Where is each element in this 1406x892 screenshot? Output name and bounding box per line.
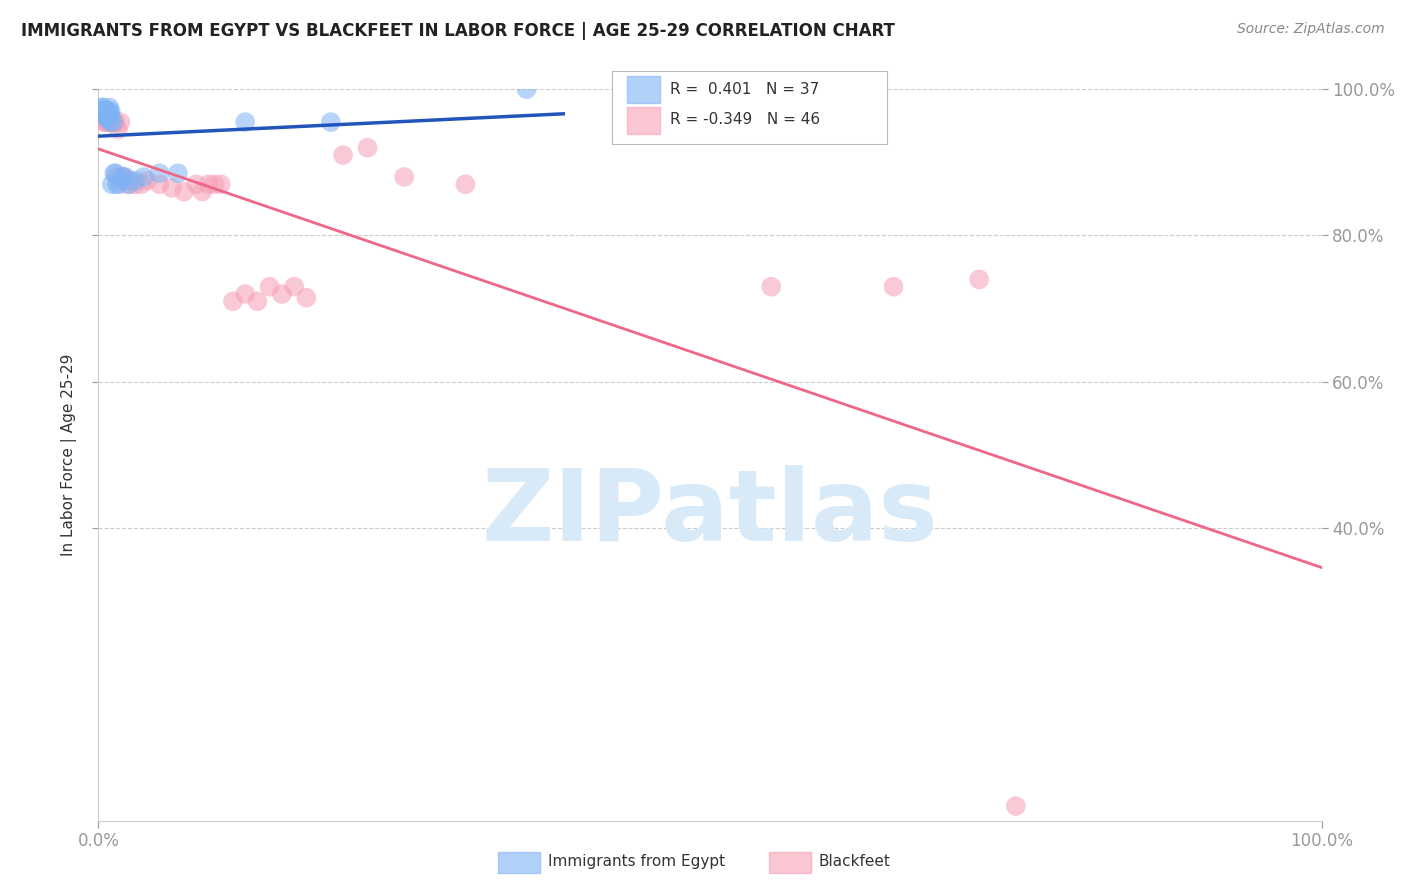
Point bbox=[136, 173, 159, 188]
Point bbox=[114, 169, 136, 184]
Text: R = -0.349   N = 46: R = -0.349 N = 46 bbox=[669, 112, 820, 128]
Text: IMMIGRANTS FROM EGYPT VS BLACKFEET IN LABOR FORCE | AGE 25-29 CORRELATION CHART: IMMIGRANTS FROM EGYPT VS BLACKFEET IN LA… bbox=[21, 22, 896, 40]
Point bbox=[132, 169, 155, 184]
Point bbox=[105, 169, 128, 184]
Point bbox=[124, 178, 146, 192]
Point bbox=[91, 101, 114, 115]
Point bbox=[91, 112, 114, 126]
Point bbox=[117, 178, 139, 192]
Text: R =  0.401   N = 37: R = 0.401 N = 37 bbox=[669, 82, 818, 96]
Point bbox=[97, 108, 120, 122]
Point bbox=[319, 115, 342, 129]
Point bbox=[392, 169, 416, 184]
Point bbox=[356, 141, 378, 155]
Point bbox=[761, 279, 783, 293]
Point bbox=[259, 279, 281, 293]
Point bbox=[94, 115, 117, 129]
Point bbox=[96, 108, 118, 122]
Point bbox=[103, 115, 125, 129]
Point bbox=[110, 115, 132, 129]
Point bbox=[209, 178, 232, 192]
Point bbox=[103, 166, 125, 180]
Point bbox=[96, 112, 118, 126]
Point bbox=[97, 115, 120, 129]
Point bbox=[167, 166, 190, 180]
Point bbox=[100, 115, 122, 129]
Text: Blackfeet: Blackfeet bbox=[818, 855, 890, 869]
Point bbox=[97, 112, 120, 126]
Point bbox=[93, 104, 115, 119]
Text: ZIPatlas: ZIPatlas bbox=[482, 465, 938, 562]
Point bbox=[124, 173, 146, 188]
FancyBboxPatch shape bbox=[612, 71, 887, 144]
Point bbox=[96, 104, 118, 119]
Point bbox=[129, 178, 152, 192]
Point bbox=[108, 178, 131, 192]
Point bbox=[90, 104, 112, 119]
Point bbox=[883, 279, 905, 293]
Point bbox=[93, 104, 115, 119]
Text: Source: ZipAtlas.com: Source: ZipAtlas.com bbox=[1237, 22, 1385, 37]
Point bbox=[233, 287, 256, 301]
Point bbox=[173, 185, 195, 199]
Point bbox=[97, 104, 120, 119]
Point bbox=[98, 101, 121, 115]
Point bbox=[100, 112, 122, 126]
Point bbox=[93, 115, 115, 129]
Point bbox=[101, 115, 124, 129]
Point bbox=[105, 178, 128, 192]
Point bbox=[118, 178, 141, 192]
Point bbox=[98, 108, 121, 122]
Point bbox=[93, 108, 115, 122]
Y-axis label: In Labor Force | Age 25-29: In Labor Force | Age 25-29 bbox=[60, 354, 77, 556]
Point bbox=[100, 108, 122, 122]
Point bbox=[283, 279, 305, 293]
Point bbox=[967, 272, 990, 286]
Point bbox=[111, 169, 134, 184]
Point bbox=[332, 148, 354, 162]
Point bbox=[107, 122, 129, 136]
Point bbox=[149, 178, 172, 192]
Point bbox=[111, 169, 134, 184]
Point bbox=[91, 108, 114, 122]
Point bbox=[104, 166, 127, 180]
Point bbox=[98, 112, 121, 126]
Point bbox=[96, 115, 118, 129]
Point bbox=[246, 294, 269, 309]
Point bbox=[295, 291, 318, 305]
Point bbox=[270, 287, 294, 301]
Point bbox=[191, 185, 214, 199]
Point bbox=[1004, 799, 1026, 814]
Point bbox=[454, 178, 477, 192]
Point bbox=[101, 178, 124, 192]
Point bbox=[114, 173, 136, 188]
Point bbox=[94, 108, 117, 122]
Point bbox=[91, 108, 114, 122]
Point bbox=[100, 104, 122, 119]
Point bbox=[94, 104, 117, 119]
Point bbox=[186, 178, 208, 192]
Point bbox=[104, 115, 127, 129]
Point bbox=[233, 115, 256, 129]
Point bbox=[197, 178, 219, 192]
Point bbox=[101, 115, 124, 129]
Point bbox=[160, 181, 183, 195]
Point bbox=[149, 166, 172, 180]
Point bbox=[91, 104, 114, 119]
Point bbox=[91, 101, 114, 115]
Point bbox=[515, 82, 537, 96]
Point bbox=[204, 178, 226, 192]
FancyBboxPatch shape bbox=[627, 107, 659, 134]
FancyBboxPatch shape bbox=[627, 76, 659, 103]
Point bbox=[222, 294, 245, 309]
Point bbox=[111, 169, 134, 184]
Text: Immigrants from Egypt: Immigrants from Egypt bbox=[548, 855, 725, 869]
Point bbox=[101, 115, 124, 129]
Point bbox=[120, 173, 142, 188]
